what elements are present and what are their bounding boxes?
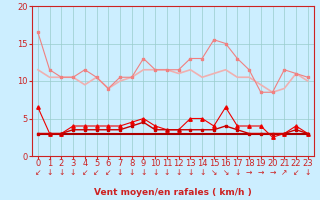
Text: ↓: ↓	[58, 168, 65, 177]
Text: →: →	[258, 168, 264, 177]
Text: ↘: ↘	[211, 168, 217, 177]
Text: ↗: ↗	[281, 168, 287, 177]
Text: ↓: ↓	[117, 168, 123, 177]
Text: ↓: ↓	[140, 168, 147, 177]
Text: ↓: ↓	[152, 168, 158, 177]
X-axis label: Vent moyen/en rafales ( km/h ): Vent moyen/en rafales ( km/h )	[94, 188, 252, 197]
Text: ↓: ↓	[305, 168, 311, 177]
Text: ↙: ↙	[293, 168, 299, 177]
Text: ↙: ↙	[82, 168, 88, 177]
Text: ↙: ↙	[105, 168, 111, 177]
Text: ↓: ↓	[129, 168, 135, 177]
Text: ↓: ↓	[46, 168, 53, 177]
Text: →: →	[269, 168, 276, 177]
Text: ↘: ↘	[222, 168, 229, 177]
Text: →: →	[246, 168, 252, 177]
Text: ↓: ↓	[199, 168, 205, 177]
Text: ↓: ↓	[70, 168, 76, 177]
Text: ↓: ↓	[234, 168, 241, 177]
Text: ↓: ↓	[175, 168, 182, 177]
Text: ↓: ↓	[164, 168, 170, 177]
Text: ↙: ↙	[93, 168, 100, 177]
Text: ↙: ↙	[35, 168, 41, 177]
Text: ↓: ↓	[187, 168, 194, 177]
